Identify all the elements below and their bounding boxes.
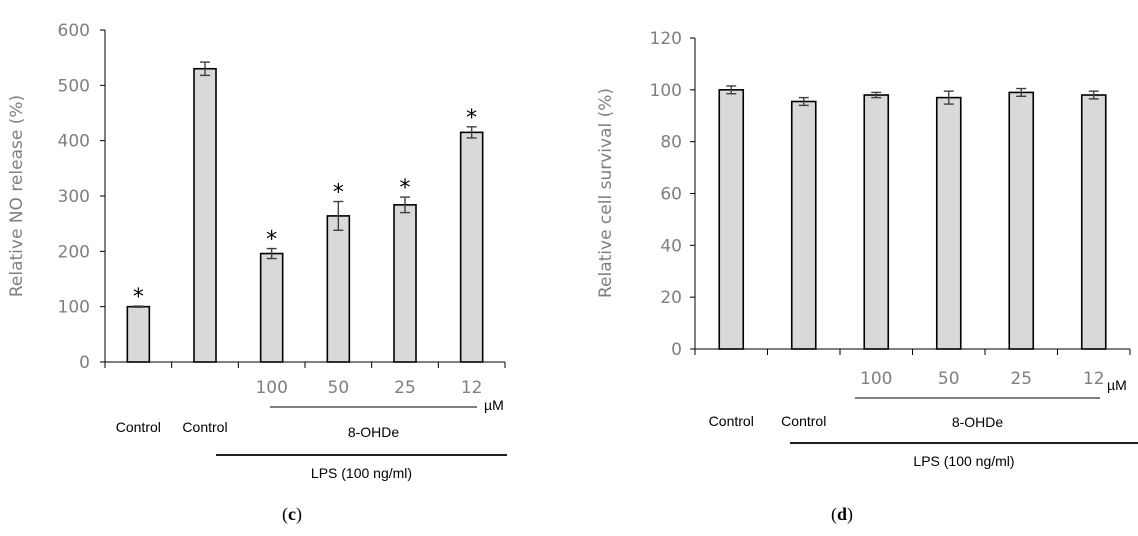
panel-c-y-tick-label: 500 [58, 76, 90, 96]
panel-d-panel-label: (d) [831, 504, 853, 525]
panel-c-significance-star: * [266, 228, 277, 253]
panel-d-treatment-label: 8-OHDe [952, 414, 1004, 430]
panel-c-panel-label: (c) [282, 504, 302, 525]
panel-d-category-label: Control [709, 413, 754, 429]
panel-d-category-label: Control [781, 413, 826, 429]
panel-d-y-tick-label: 100 [650, 81, 682, 101]
panel-c-bar [393, 204, 417, 363]
panel-c-y-tick-label: 100 [58, 298, 90, 318]
panel-d-bar [1080, 94, 1107, 350]
panel-d-y-tick-label: 60 [660, 185, 682, 205]
panel-c-bar [326, 215, 351, 363]
panel-d-bar [935, 96, 962, 350]
panel-c-y-axis-label: Relative NO release (%) [7, 95, 27, 297]
panel-d-concentration-label: 100 [860, 369, 892, 389]
panel-c-bar [459, 131, 484, 363]
panel-c-y-tick-label: 200 [58, 242, 90, 262]
panel-d-unit-label: µM [1107, 377, 1127, 393]
panel-c-y-tick-label: 600 [58, 21, 90, 41]
panel-c-concentration-label: 25 [394, 378, 416, 398]
panel-d-y-tick-label: 80 [660, 133, 682, 153]
panel-c-significance-star: * [333, 181, 344, 206]
panel-d-y-axis-label: Relative cell survival (%) [596, 88, 616, 298]
panel-c-y-tick-label: 300 [58, 187, 90, 207]
panel-d-bar [790, 100, 817, 350]
panel-d-bar [1008, 91, 1035, 350]
panel-d-concentration-label: 12 [1083, 369, 1105, 389]
panel-d-y-tick-label: 40 [660, 236, 682, 256]
panel-d-y-tick-label: 0 [671, 340, 682, 360]
panel-c-concentration-label: 100 [255, 378, 287, 398]
panel-c-bar [193, 67, 217, 363]
panel-d-y-tick-label: 120 [650, 29, 682, 49]
panel-c-concentration-label: 50 [328, 378, 350, 398]
panel-c-category-label: Control [182, 419, 227, 435]
panel-c-bar [259, 252, 284, 363]
panel-c-significance-star: * [466, 106, 477, 131]
panel-d-bar [718, 89, 745, 350]
panel-c-concentration-label: 12 [461, 378, 483, 398]
panel-c-lps-label: LPS (100 ng/ml) [311, 465, 412, 481]
panel-c-y-tick-label: 400 [58, 132, 90, 152]
panel-c-treatment-label: 8-OHDe [348, 424, 400, 440]
panel-d-lps-label: LPS (100 ng/ml) [913, 453, 1014, 469]
panel-d-concentration-label: 25 [1010, 369, 1032, 389]
panel-d-concentration-label: 50 [938, 369, 960, 389]
panel-c-significance-star: * [400, 176, 411, 201]
panel-c-y-tick-label: 0 [79, 353, 90, 373]
panel-d-bar [863, 94, 890, 350]
panel-c-category-label: Control [116, 419, 161, 435]
panel-c-significance-star: * [133, 285, 144, 310]
panel-c-unit-label: µM [484, 397, 504, 413]
panel-d-y-tick-label: 20 [660, 288, 682, 308]
panel-c-bar [126, 305, 151, 363]
